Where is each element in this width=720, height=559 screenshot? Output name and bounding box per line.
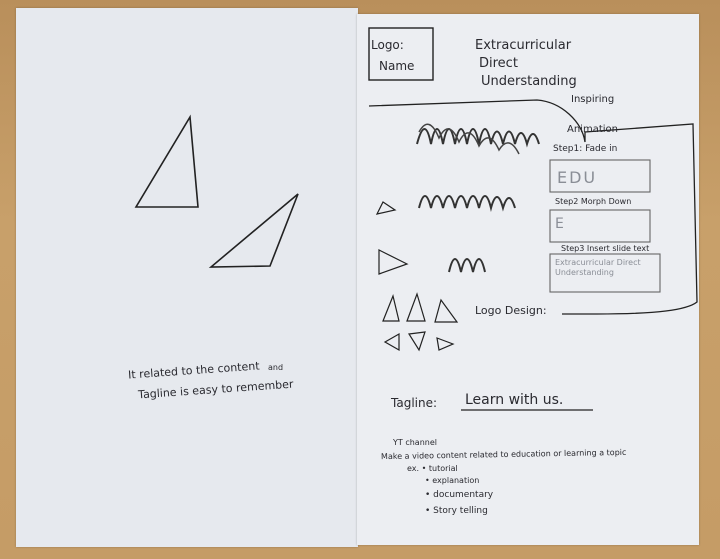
bullet-item-3: • Story telling — [425, 506, 488, 516]
tagline-value: Learn with us. — [465, 392, 564, 408]
scribble-2 — [418, 195, 516, 212]
scribble-3 — [448, 258, 486, 273]
step3-box — [549, 253, 661, 293]
logo-concepts-frame — [368, 99, 698, 315]
left-notebook-page: It related to the content and Tagline is… — [16, 8, 358, 547]
step1-box — [549, 159, 651, 193]
name-line-2: Direct — [479, 56, 518, 71]
triangle-row1-c — [434, 298, 459, 323]
bullet-item-2: • documentary — [425, 490, 494, 500]
triangle-row1-b — [406, 292, 426, 322]
left-sketches — [134, 114, 299, 268]
bullet-item-1: • explanation — [425, 476, 480, 485]
name-line-1: Extracurricular — [475, 38, 572, 53]
triangle-play — [378, 249, 409, 275]
scribble-1 — [416, 128, 540, 148]
triangle-row2-a — [383, 332, 400, 352]
right-sketches — [368, 27, 698, 411]
step3-content: Extracurricular Direct Understanding — [555, 258, 641, 277]
sketch-triangle-tall — [134, 114, 199, 208]
logo-design-label: Logo Design: — [475, 304, 547, 317]
note-insert: and — [268, 363, 284, 372]
name-line-3: Understanding — [481, 74, 577, 89]
bullet-text-3: Story telling — [433, 506, 488, 516]
sketch-triangle-slanted — [208, 193, 299, 268]
logo-box-name: Name — [379, 59, 415, 73]
step1-label: Step1: Fade in — [553, 144, 618, 154]
scribble-1b — [418, 123, 520, 155]
ex-label: ex. • tutorial — [407, 464, 458, 473]
step2-box — [549, 209, 651, 243]
step1-content: EDU — [557, 168, 598, 187]
triangle-row1-a — [382, 294, 400, 322]
logo-box-frame — [368, 27, 434, 81]
bullet-text-2: documentary — [433, 490, 494, 500]
yt-title: YT channel — [393, 438, 437, 447]
step2-label: Step2 Morph Down — [555, 197, 632, 206]
logo-box-label: Logo: — [371, 38, 404, 52]
animation-title: Animation — [567, 124, 618, 135]
step2-content: E — [555, 216, 564, 232]
triangle-small-1 — [375, 201, 397, 215]
inspiring-label: Inspiring — [571, 94, 615, 105]
triangle-row2-b — [407, 331, 426, 352]
triangle-row2-c — [436, 337, 455, 351]
right-notebook-page: Logo: Name Extracurricular Direct Unders… — [357, 14, 699, 545]
tagline-label: Tagline: — [391, 396, 438, 410]
step3-label: Step3 Insert slide text — [561, 244, 650, 253]
bullet-text-1: explanation — [432, 476, 480, 485]
